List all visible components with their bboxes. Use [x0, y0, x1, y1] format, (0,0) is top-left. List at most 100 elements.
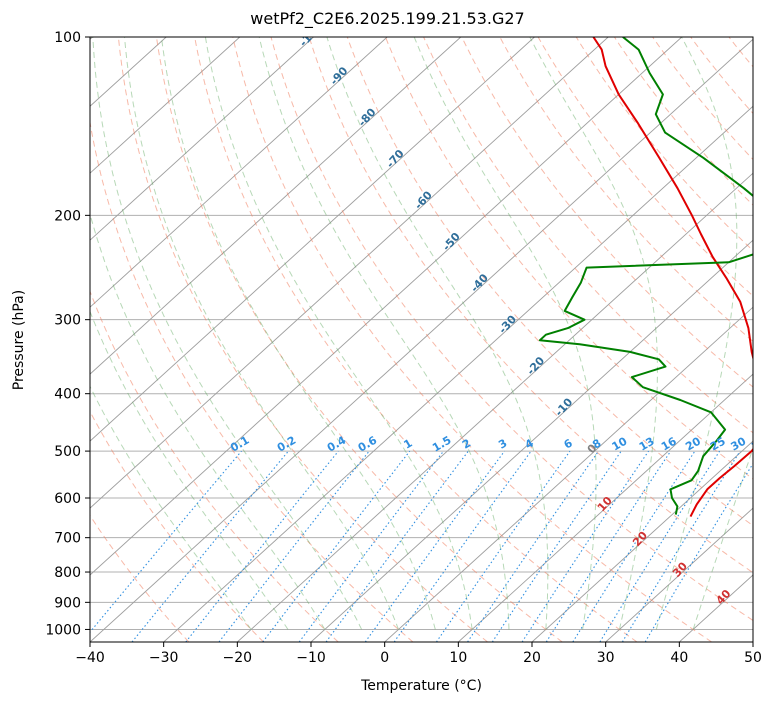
isotherm-line [90, 37, 683, 576]
mixing-ratio-line [545, 450, 672, 642]
dry-adiabat-line [461, 37, 753, 388]
y-tick-label: 100 [54, 30, 81, 46]
mixing-ratio-line [218, 450, 370, 642]
mixing-ratio-label: 36 [749, 434, 769, 453]
mixing-ratio-line [131, 450, 289, 642]
mixing-ratio-line [435, 450, 571, 642]
isotherm-label: -20 [524, 354, 547, 378]
mixing-ratio-line [621, 450, 741, 642]
isotherm-label: -90 [328, 64, 351, 88]
plot-area [90, 37, 775, 642]
isotherm-label: -60 [412, 188, 435, 212]
dry-adiabat-label: 40 [714, 587, 734, 607]
moist-adiabat-line [204, 37, 473, 630]
moist-adiabat-line [92, 37, 363, 630]
x-tick-label: 50 [744, 650, 762, 666]
moist-adiabat-line [413, 37, 597, 630]
mixing-ratio-line [185, 450, 339, 642]
isotherm-line [236, 172, 753, 642]
y-tick-label: 900 [54, 595, 81, 611]
x-tick-label: −20 [223, 650, 253, 666]
plot-frame [89, 36, 754, 643]
dry-adiabat-line [728, 37, 753, 68]
y-tick-label: 600 [54, 491, 81, 507]
x-tick-label: −30 [149, 650, 179, 666]
isotherm-label: -10 [552, 395, 575, 419]
mixing-ratio-line [644, 462, 753, 642]
mixing-ratio-line [262, 450, 411, 642]
moist-adiabat-line [692, 446, 753, 630]
isotherm-line [90, 37, 241, 174]
y-tick-label: 300 [54, 313, 81, 329]
mixing-ratio-line [491, 450, 622, 642]
mixing-ratio-label: 1 [401, 437, 414, 452]
isotherm-line [384, 306, 753, 642]
y-tick-label: 1000 [45, 622, 81, 638]
dry-adiabat-line [690, 37, 753, 115]
isotherm-label: -80 [356, 105, 379, 129]
isotherm-label: -50 [440, 230, 463, 254]
moist-adiabat-line [655, 37, 738, 630]
isotherm-line [457, 373, 753, 642]
isotherm-line [90, 37, 462, 375]
x-tick-label: 0 [380, 650, 389, 666]
dry-adiabat-line [194, 37, 638, 642]
y-tick-label: 700 [54, 531, 81, 547]
dry-adiabat-line [652, 37, 753, 161]
mixing-ratio-label: 2 [460, 437, 473, 452]
dry-adiabat-line [346, 37, 753, 527]
y-tick-label: 200 [54, 208, 81, 224]
dry-adiabat-line [767, 37, 775, 642]
x-tick-label: 30 [597, 650, 615, 666]
chart-title: wetPf2_C2E6.2025.199.21.53.G27 [250, 9, 525, 28]
dry-adiabat-label: 10 [595, 494, 615, 514]
dry-adiabat-line [156, 37, 563, 642]
mixing-ratio-label: 6 [562, 436, 575, 451]
x-tick-label: −40 [75, 650, 105, 666]
isotherm-line [90, 37, 388, 308]
mixing-ratio-line [599, 450, 721, 642]
x-tick-label: 20 [523, 650, 541, 666]
mixing-ratio-line [572, 450, 696, 642]
moist-adiabat-line [529, 37, 658, 630]
isotherm-line [752, 641, 753, 642]
y-axis-label: Pressure (hPa) [11, 289, 27, 391]
moist-adiabat-line [326, 37, 549, 630]
dry-adiabat-line [90, 289, 339, 642]
x-axis-label: Temperature (°C) [361, 678, 482, 694]
moist-adiabat-line [90, 385, 252, 630]
moist-adiabat-line [124, 37, 399, 630]
dry-adiabat-line [385, 37, 753, 480]
isotherm-line [90, 38, 753, 642]
isotherm-line [310, 239, 753, 642]
moist-adiabat-line [90, 212, 326, 630]
isotherm-line [90, 37, 314, 241]
dry-adiabat-line [117, 37, 488, 642]
dry-adiabat-label: 30 [670, 559, 690, 579]
isotherm-line [605, 507, 753, 642]
isotherm-label: -100 [297, 20, 325, 49]
x-tick-label: −10 [296, 650, 326, 666]
mixing-ratio-line [298, 450, 444, 642]
moist-adiabat-line [160, 37, 436, 630]
dry-adiabat-line [575, 37, 753, 252]
dry-adiabat-line [90, 410, 264, 642]
dry-adiabat-line [232, 37, 712, 642]
x-tick-label: 10 [449, 650, 467, 666]
mixing-ratio-line [90, 450, 242, 633]
mixing-ratio-line [467, 450, 599, 642]
moist-adiabat-line [258, 37, 510, 630]
mixing-ratio-line [364, 450, 505, 642]
isotherm-line [90, 37, 609, 509]
y-tick-label: 500 [54, 444, 81, 460]
isotherm-label: -70 [384, 147, 407, 171]
isotherm-line [90, 37, 535, 442]
dewpoint-profile-line [538, 37, 753, 515]
dry-adiabat-line [270, 37, 753, 622]
x-tick-label: 40 [670, 650, 688, 666]
isotherm-label: -40 [468, 271, 491, 295]
isotherm-line [678, 574, 753, 642]
y-tick-label: 800 [54, 565, 81, 581]
isotherm-line [531, 440, 753, 642]
